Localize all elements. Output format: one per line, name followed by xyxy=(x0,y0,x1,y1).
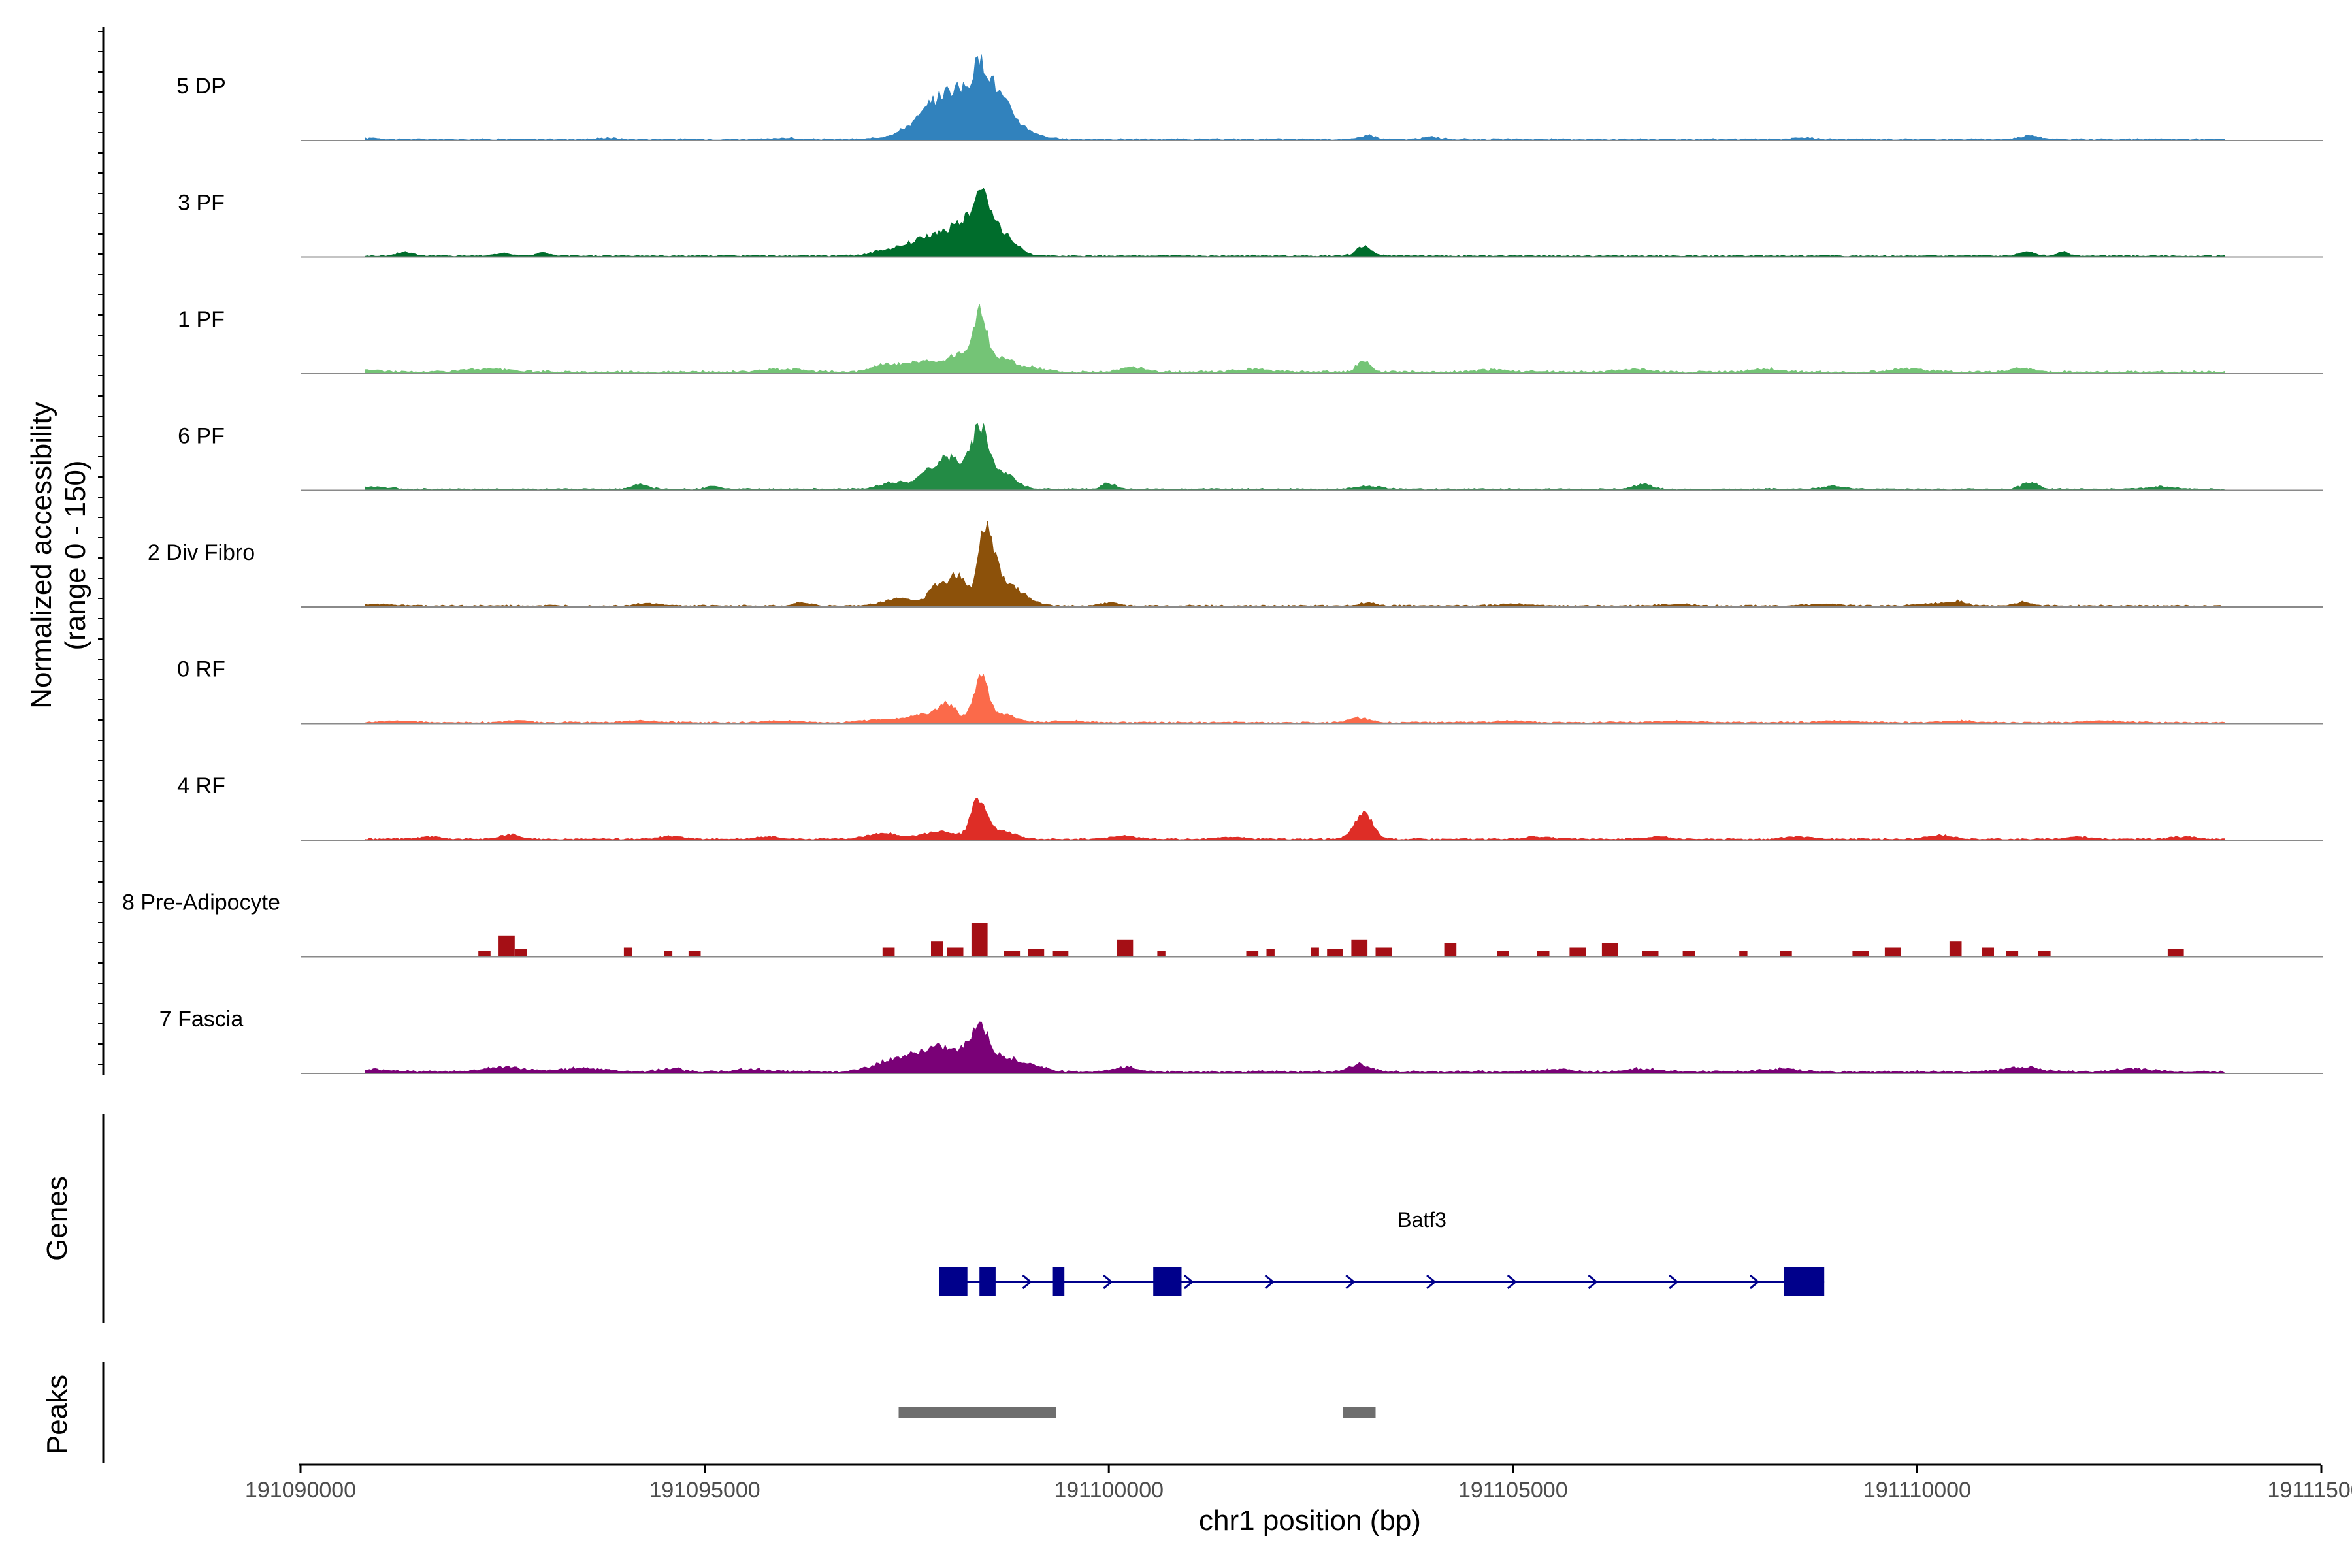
peak-block xyxy=(1444,943,1457,957)
gene-exon xyxy=(979,1267,996,1296)
track-label: 3 PF xyxy=(178,191,225,216)
peaks-track-label: Peaks xyxy=(41,1375,73,1454)
track-label: 1 PF xyxy=(178,307,225,332)
peak-block xyxy=(931,941,943,957)
track-area xyxy=(365,423,2225,491)
peak-block xyxy=(1852,951,1869,957)
x-tick-label: 191095000 xyxy=(649,1478,760,1503)
peak-block xyxy=(2006,951,2019,957)
peaks-track: Peaks xyxy=(41,1362,1376,1463)
track-area xyxy=(365,521,2225,608)
peak-block xyxy=(971,923,988,957)
peak-block xyxy=(1311,947,1319,957)
strand-arrow xyxy=(1022,1274,1032,1290)
track-area xyxy=(365,798,2225,841)
track-label: 4 RF xyxy=(177,774,225,798)
track-3-pf: 3 PF xyxy=(178,188,2323,258)
x-axis: 191090000 191095000 191100000 191105000 1911… xyxy=(245,1463,2352,1537)
peak-block xyxy=(478,951,491,957)
peak-block xyxy=(947,947,964,957)
gene-exon xyxy=(939,1267,968,1296)
coverage-tracks: 5 DP 3 PF 1 PF 6 PF 2 Div Fibro 0 RF 4 RF 8 Pre… xyxy=(122,54,2323,1074)
peak-block xyxy=(1569,947,1586,957)
track-label: 0 RF xyxy=(177,657,225,682)
track-area xyxy=(365,188,2225,257)
track-area xyxy=(365,54,2225,141)
peak-block xyxy=(1739,951,1748,957)
peak-block xyxy=(514,949,527,957)
x-tick-label: 191115000 xyxy=(2267,1478,2352,1503)
gene-name-label: Batf3 xyxy=(1397,1208,1446,1232)
x-axis-title: chr1 position (bp) xyxy=(1199,1505,1421,1537)
track-7-fascia: 7 Fascia xyxy=(159,1007,2323,1074)
peak-block xyxy=(1004,951,1021,957)
peak-block xyxy=(1780,951,1792,957)
peak-block xyxy=(1375,947,1392,957)
peak-block xyxy=(1117,939,1134,957)
track-area xyxy=(365,304,2225,374)
gene-exon xyxy=(1052,1267,1065,1296)
peak-block xyxy=(1327,949,1343,957)
peak-region xyxy=(898,1407,1056,1418)
x-tick-label: 191110000 xyxy=(1863,1478,1971,1503)
track-1-pf: 1 PF xyxy=(178,304,2323,374)
peak-block xyxy=(1642,951,1659,957)
peak-block xyxy=(882,947,895,957)
peak-block xyxy=(1884,947,1901,957)
strand-arrow xyxy=(1588,1274,1598,1290)
peak-region xyxy=(1343,1407,1376,1418)
track-8-pre-adipocyte: 8 Pre-Adipocyte xyxy=(122,890,2323,958)
track-2-div-fibro: 2 Div Fibro xyxy=(148,521,2323,608)
peak-block xyxy=(1601,943,1618,957)
gene-exon xyxy=(1784,1267,1825,1296)
peak-block xyxy=(1266,949,1275,957)
peak-block xyxy=(1982,947,1994,957)
peak-block xyxy=(498,935,515,957)
track-label: 2 Div Fibro xyxy=(148,540,255,565)
gene-exon xyxy=(1153,1267,1182,1296)
track-area xyxy=(365,674,2225,724)
track-label: 7 Fascia xyxy=(159,1007,244,1032)
x-tick-label: 191105000 xyxy=(1458,1478,1568,1503)
strand-arrow xyxy=(1669,1274,1679,1290)
strand-arrow xyxy=(1426,1274,1437,1290)
track-label: 8 Pre-Adipocyte xyxy=(122,890,280,915)
track-4-rf: 4 RF xyxy=(177,774,2323,841)
genes-track-label: Genes xyxy=(41,1176,73,1261)
peak-block xyxy=(664,951,673,957)
peak-block xyxy=(1246,951,1259,957)
track-5-dp: 5 DP xyxy=(176,54,2323,141)
track-label: 6 PF xyxy=(178,424,225,449)
peak-block xyxy=(1537,951,1550,957)
strand-arrow xyxy=(1183,1274,1194,1290)
peak-block xyxy=(2167,949,2184,957)
track-area xyxy=(365,1021,2225,1074)
strand-arrow xyxy=(1345,1274,1356,1290)
track-0-rf: 0 RF xyxy=(177,657,2323,725)
track-label: 5 DP xyxy=(176,74,226,99)
strand-arrow xyxy=(1507,1274,1518,1290)
y-axis-title-line1: Normalized accessibility xyxy=(25,402,57,708)
peak-block xyxy=(1682,951,1695,957)
peak-block xyxy=(1497,951,1509,957)
x-tick-label: 191090000 xyxy=(245,1478,356,1503)
peak-block xyxy=(1028,949,1045,957)
y-axis-titles: Normalized accessibility (range 0 - 150) xyxy=(25,27,105,1075)
peak-block xyxy=(1351,939,1368,957)
peak-block xyxy=(688,951,701,957)
strand-arrow xyxy=(1103,1274,1113,1290)
genes-track: Genes Batf3 xyxy=(41,1114,1825,1323)
peak-block xyxy=(1157,951,1166,957)
y-axis-title-line2: (range 0 - 150) xyxy=(59,460,91,650)
x-tick-label: 191100000 xyxy=(1054,1478,1164,1503)
strand-arrow xyxy=(1264,1274,1275,1290)
peak-block xyxy=(1949,941,1962,957)
peak-block xyxy=(2038,951,2051,957)
peak-block xyxy=(1052,951,1069,957)
track-6-pf: 6 PF xyxy=(178,423,2323,491)
strand-arrow xyxy=(1749,1274,1760,1290)
peak-block xyxy=(623,947,632,957)
